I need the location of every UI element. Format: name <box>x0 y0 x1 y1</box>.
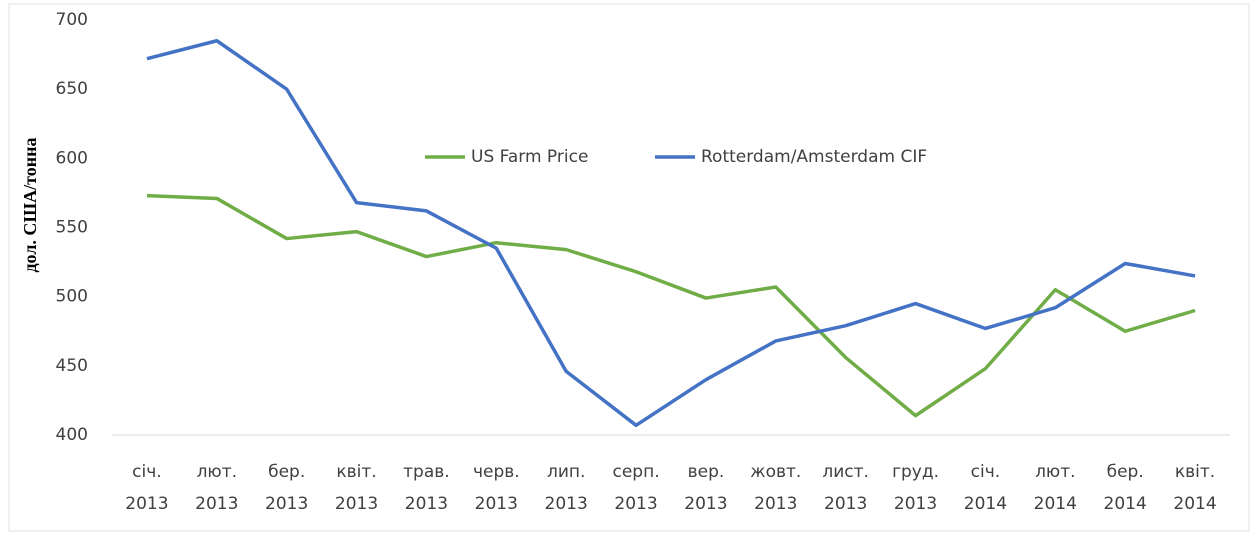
x-tick-label-line: лист. <box>822 462 869 482</box>
x-tick-label-line: 2013 <box>125 494 168 514</box>
x-tick-label: квіт. 2014 <box>1173 462 1216 514</box>
x-tick-label-line: січ. <box>132 462 162 482</box>
x-tick-label-line: 2013 <box>894 494 937 514</box>
y-tick-label: 500 <box>56 287 88 307</box>
series-line <box>146 39 1196 428</box>
x-tick-label-line: 2013 <box>545 494 588 514</box>
x-tick-label-line: груд. <box>892 462 939 482</box>
x-tick-label-line: лют. <box>1035 462 1075 482</box>
x-tick-label: серп. 2013 <box>613 462 660 514</box>
x-tick-label: лют. 2014 <box>1034 462 1077 514</box>
x-tick-label-line: 2014 <box>1173 494 1216 514</box>
x-tick-label-line: січ. <box>971 462 1001 482</box>
x-tick-label-line: бер. <box>1107 462 1144 482</box>
x-tick-label-line: серп. <box>613 462 660 482</box>
series-line <box>146 193 1196 418</box>
x-tick-label-line: 2013 <box>475 494 518 514</box>
legend-label: Rotterdam/Amsterdam CIF <box>701 147 927 167</box>
y-tick-label: 700 <box>56 10 88 30</box>
x-tick-label: черв. 2013 <box>473 462 520 514</box>
x-tick-label-line: 2013 <box>684 494 727 514</box>
x-tick-label-line: бер. <box>268 462 305 482</box>
chart-border <box>8 3 1250 532</box>
x-tick-label: лип. 2013 <box>545 462 588 514</box>
x-tick-label-line: 2013 <box>195 494 238 514</box>
x-tick-label: бер. 2014 <box>1104 462 1147 514</box>
x-tick-label: жовт. 2013 <box>750 462 801 514</box>
x-tick-label-line: 2014 <box>964 494 1007 514</box>
x-tick-label: вер. 2013 <box>684 462 727 514</box>
x-tick-label-line: 2013 <box>335 494 378 514</box>
x-tick-label-line: лют. <box>197 462 237 482</box>
x-tick-label: бер. 2013 <box>265 462 308 514</box>
x-tick-label: лист. 2013 <box>822 462 869 514</box>
x-tick-label: квіт. 2013 <box>335 462 378 514</box>
y-tick-label: 450 <box>56 356 88 376</box>
x-tick-label-line: вер. <box>688 462 725 482</box>
x-tick-label-line: 2013 <box>824 494 867 514</box>
x-tick-label-line: квіт. <box>336 462 376 482</box>
x-tick-label-line: 2014 <box>1104 494 1147 514</box>
x-tick-label-line: трав. <box>403 462 450 482</box>
x-tick-label: трав. 2013 <box>403 462 450 514</box>
x-tick-label-line: 2014 <box>1034 494 1077 514</box>
y-axis-label: дол. США/тонна <box>20 137 40 272</box>
x-tick-label-line: лип. <box>547 462 585 482</box>
legend-label: US Farm Price <box>471 147 588 167</box>
x-tick-label-line: 2013 <box>405 494 448 514</box>
y-tick-label: 600 <box>56 148 88 168</box>
x-tick-label-line: 2013 <box>614 494 657 514</box>
x-tick-label: лют. 2013 <box>195 462 238 514</box>
x-tick-label-line: жовт. <box>750 462 801 482</box>
y-tick-label: 550 <box>56 218 88 238</box>
x-tick-label: груд. 2013 <box>892 462 939 514</box>
x-tick-label-line: черв. <box>473 462 520 482</box>
x-tick-label-line: 2013 <box>754 494 797 514</box>
x-tick-label: січ. 2014 <box>964 462 1007 514</box>
x-tick-label: січ. 2013 <box>125 462 168 514</box>
y-tick-label: 400 <box>56 425 88 445</box>
x-tick-label-line: 2013 <box>265 494 308 514</box>
x-tick-label-line: квіт. <box>1175 462 1215 482</box>
y-tick-label: 650 <box>56 79 88 99</box>
